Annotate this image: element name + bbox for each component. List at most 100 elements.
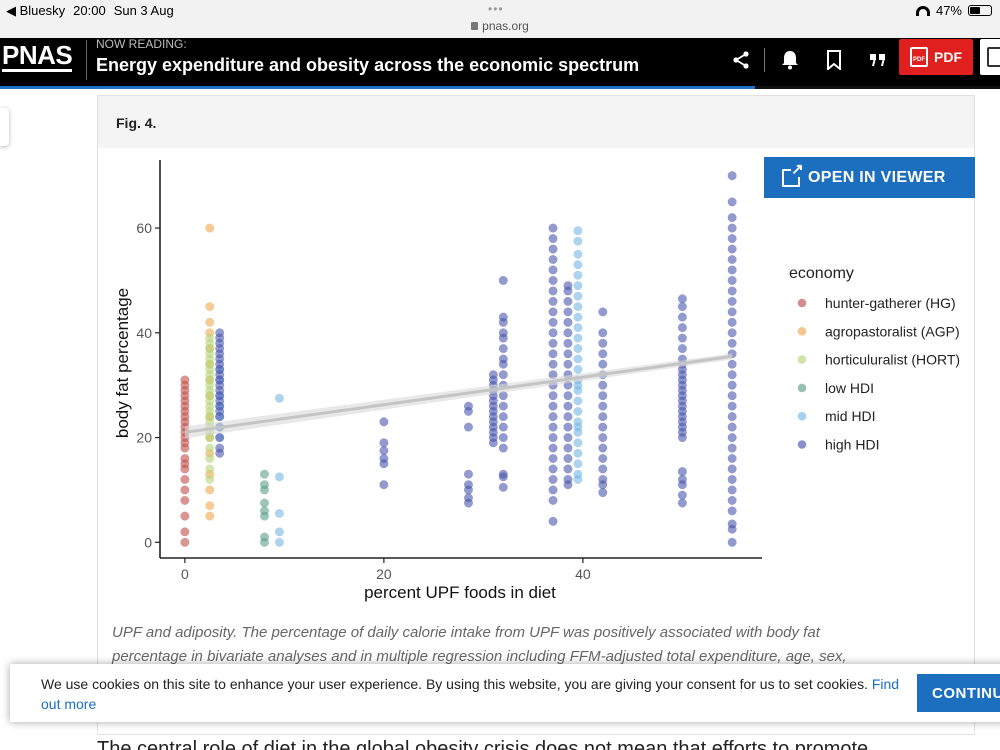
data-point xyxy=(727,537,737,547)
continue-button[interactable]: CONTINUE xyxy=(917,674,1000,712)
data-point xyxy=(677,474,687,484)
header-actions xyxy=(730,48,911,72)
data-point xyxy=(548,244,558,254)
data-point xyxy=(463,480,474,490)
data-point xyxy=(727,317,737,327)
open-in-viewer-label: OPEN IN VIEWER xyxy=(808,168,946,186)
legend-label: low HDI xyxy=(825,380,874,396)
bell-icon[interactable] xyxy=(779,49,801,71)
data-point xyxy=(727,359,737,369)
data-point xyxy=(205,474,215,484)
figure-caption: UPF and adiposity. The percentage of dai… xyxy=(112,621,952,669)
figure-container: Fig. 4. xyxy=(97,95,975,735)
back-to-app-link[interactable]: ◀ Bluesky xyxy=(6,3,66,18)
data-point xyxy=(573,438,583,448)
battery-fill xyxy=(970,7,981,14)
data-point xyxy=(573,333,583,343)
caption-line: UPF and adiposity. The percentage of dai… xyxy=(112,624,820,641)
data-point xyxy=(548,254,558,265)
data-point xyxy=(205,223,215,233)
data-point xyxy=(563,453,573,464)
pdf-button[interactable]: PDF PDF xyxy=(899,39,973,75)
data-point xyxy=(727,244,737,254)
data-point xyxy=(598,443,608,453)
status-date: Sun 3 Aug xyxy=(113,3,174,18)
status-time: 20:00 xyxy=(73,3,106,18)
data-point xyxy=(727,422,737,432)
header-divider xyxy=(86,40,87,80)
data-point xyxy=(727,234,737,244)
data-point xyxy=(727,338,737,348)
data-point xyxy=(677,302,687,312)
data-point xyxy=(548,275,558,285)
cookie-banner: We use cookies on this site to enhance y… xyxy=(10,664,1000,722)
data-point xyxy=(677,490,687,500)
data-point xyxy=(180,527,190,537)
battery-percent: 47% xyxy=(935,3,962,18)
data-point xyxy=(563,401,573,411)
data-point xyxy=(548,349,558,359)
data-point xyxy=(563,412,573,422)
cookie-message: We use cookies on this site to enhance y… xyxy=(41,674,921,714)
legend-title: economy xyxy=(789,265,854,282)
legend-swatch xyxy=(797,327,807,336)
data-point xyxy=(573,260,583,270)
quote-icon[interactable] xyxy=(867,49,889,71)
data-point xyxy=(498,469,508,479)
data-point xyxy=(727,197,737,207)
share-icon[interactable] xyxy=(730,49,752,71)
open-in-viewer-button[interactable]: OPEN IN VIEWER xyxy=(764,157,975,198)
data-point xyxy=(598,464,608,474)
data-point xyxy=(727,307,737,317)
trend-line xyxy=(184,354,733,434)
data-point xyxy=(727,286,737,296)
bookmark-icon[interactable] xyxy=(823,49,845,71)
find-out-more-link[interactable]: Find out more xyxy=(41,676,900,712)
external-link-icon xyxy=(782,161,804,187)
data-point xyxy=(205,501,215,511)
tab-overview-dots-icon[interactable]: ••• xyxy=(488,2,504,16)
data-point xyxy=(205,443,215,453)
data-point xyxy=(498,433,508,443)
data-point xyxy=(727,412,737,422)
data-point xyxy=(727,171,737,181)
data-point xyxy=(548,359,558,369)
data-point xyxy=(548,453,558,464)
data-point xyxy=(727,275,737,285)
cookie-text: We use cookies on this site to enhance y… xyxy=(41,676,868,692)
data-point xyxy=(180,495,190,505)
data-point xyxy=(677,498,687,508)
y-tick-label: 20 xyxy=(136,430,152,446)
data-point xyxy=(215,328,225,338)
url-bar[interactable]: pnas.org xyxy=(0,19,1000,33)
x-tick-label: 20 xyxy=(376,566,392,582)
data-point xyxy=(548,495,558,505)
data-point xyxy=(548,433,558,443)
side-drawer-handle[interactable] xyxy=(0,108,9,146)
data-point xyxy=(205,464,215,474)
data-point xyxy=(727,485,737,495)
data-point xyxy=(727,223,737,233)
data-point xyxy=(548,391,558,401)
data-point xyxy=(563,281,573,291)
data-point xyxy=(727,370,737,380)
epub-button[interactable] xyxy=(980,39,1000,75)
data-point xyxy=(379,453,389,464)
data-point xyxy=(598,401,608,411)
data-point xyxy=(563,317,573,327)
data-point xyxy=(573,226,583,236)
data-point xyxy=(563,443,573,453)
data-point xyxy=(548,296,558,306)
data-point xyxy=(573,448,583,458)
data-point xyxy=(274,472,284,482)
legend-swatch xyxy=(797,440,807,449)
data-point xyxy=(548,464,558,474)
data-point xyxy=(205,317,215,327)
data-point xyxy=(573,406,583,416)
data-point xyxy=(548,286,558,296)
data-point xyxy=(727,474,737,484)
pnas-logo[interactable]: PNAS xyxy=(2,40,73,72)
data-point xyxy=(259,506,270,516)
data-point xyxy=(598,380,608,390)
legend-label: mid HDI xyxy=(825,408,876,424)
